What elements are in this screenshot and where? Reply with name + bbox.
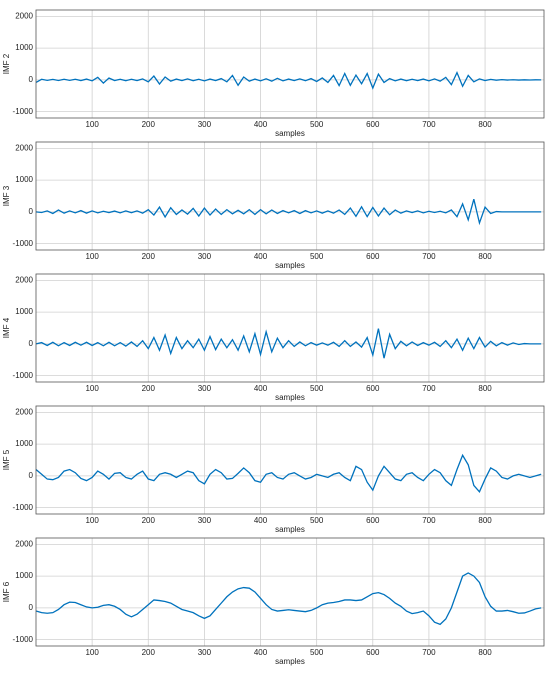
x-tick-label: 100 <box>85 384 99 393</box>
y-tick-label: 1000 <box>15 571 33 580</box>
y-tick-label: 2000 <box>15 275 33 284</box>
x-tick-label: 500 <box>310 120 324 129</box>
x-axis-label: samples <box>275 657 305 666</box>
signal-line <box>35 199 542 226</box>
y-tick-label: 0 <box>29 339 34 348</box>
y-tick-label: 0 <box>29 207 34 216</box>
signal-line <box>35 70 542 90</box>
x-tick-label: 700 <box>422 252 436 261</box>
plot-area <box>36 10 544 118</box>
signal-line <box>35 572 542 626</box>
plot-frame <box>35 537 545 647</box>
x-tick-label: 300 <box>198 120 212 129</box>
y-axis-label: IMF 4 <box>2 317 11 338</box>
plot-area <box>36 274 544 382</box>
y-tick-label: 1000 <box>15 307 33 316</box>
x-tick-label: 100 <box>85 252 99 261</box>
x-tick-label: 100 <box>85 120 99 129</box>
x-tick-label: 500 <box>310 516 324 525</box>
x-tick-label: 200 <box>142 252 156 261</box>
y-tick-label: 1000 <box>15 439 33 448</box>
y-axis-label: IMF 5 <box>2 449 11 470</box>
x-axis-label: samples <box>275 393 305 402</box>
y-tick-label: 2000 <box>15 407 33 416</box>
signal-line <box>35 453 542 493</box>
x-tick-label: 500 <box>310 648 324 657</box>
y-tick-label: -1000 <box>13 371 34 380</box>
y-tick-label: 1000 <box>15 175 33 184</box>
x-tick-label: 700 <box>422 120 436 129</box>
x-axis-label: samples <box>275 261 305 270</box>
x-tick-label: 600 <box>366 252 380 261</box>
x-tick-label: 600 <box>366 120 380 129</box>
x-tick-label: 700 <box>422 516 436 525</box>
y-tick-label: -1000 <box>13 239 34 248</box>
y-tick-label: 1000 <box>15 43 33 52</box>
x-tick-label: 100 <box>85 516 99 525</box>
plot-frame <box>35 405 545 515</box>
x-tick-label: 200 <box>142 120 156 129</box>
plot-area <box>36 538 544 646</box>
x-tick-label: 400 <box>254 648 268 657</box>
x-tick-label: 600 <box>366 384 380 393</box>
plot-area <box>36 406 544 514</box>
y-tick-label: 2000 <box>15 11 33 20</box>
y-tick-label: 2000 <box>15 143 33 152</box>
x-tick-label: 400 <box>254 120 268 129</box>
x-tick-label: 800 <box>478 252 492 261</box>
x-tick-label: 100 <box>85 648 99 657</box>
x-tick-label: 300 <box>198 648 212 657</box>
x-tick-label: 400 <box>254 384 268 393</box>
x-tick-label: 200 <box>142 516 156 525</box>
y-axis-label: IMF 6 <box>2 581 11 602</box>
x-tick-label: 600 <box>366 648 380 657</box>
x-tick-label: 300 <box>198 252 212 261</box>
y-tick-label: 2000 <box>15 539 33 548</box>
x-tick-label: 200 <box>142 648 156 657</box>
x-tick-label: 800 <box>478 516 492 525</box>
x-tick-label: 600 <box>366 516 380 525</box>
y-tick-label: -1000 <box>13 503 34 512</box>
x-tick-label: 800 <box>478 648 492 657</box>
x-tick-label: 500 <box>310 252 324 261</box>
y-tick-label: 0 <box>29 75 34 84</box>
x-tick-label: 700 <box>422 384 436 393</box>
signal-line <box>35 328 542 359</box>
y-tick-label: -1000 <box>13 635 34 644</box>
y-axis-label: IMF 2 <box>2 53 11 74</box>
y-axis-label: IMF 3 <box>2 185 11 206</box>
x-tick-label: 400 <box>254 516 268 525</box>
plot-frame <box>35 141 545 251</box>
x-tick-label: 400 <box>254 252 268 261</box>
x-tick-label: 800 <box>478 384 492 393</box>
x-tick-label: 300 <box>198 384 212 393</box>
x-axis-label: samples <box>275 129 305 138</box>
x-axis-label: samples <box>275 525 305 534</box>
y-tick-label: 0 <box>29 603 34 612</box>
plot-frame <box>35 9 545 119</box>
x-tick-label: 800 <box>478 120 492 129</box>
x-tick-label: 300 <box>198 516 212 525</box>
x-tick-label: 500 <box>310 384 324 393</box>
x-tick-label: 700 <box>422 648 436 657</box>
x-tick-label: 200 <box>142 384 156 393</box>
y-tick-label: -1000 <box>13 107 34 116</box>
plot-area <box>36 142 544 250</box>
y-tick-label: 0 <box>29 471 34 480</box>
plot-frame <box>35 273 545 383</box>
